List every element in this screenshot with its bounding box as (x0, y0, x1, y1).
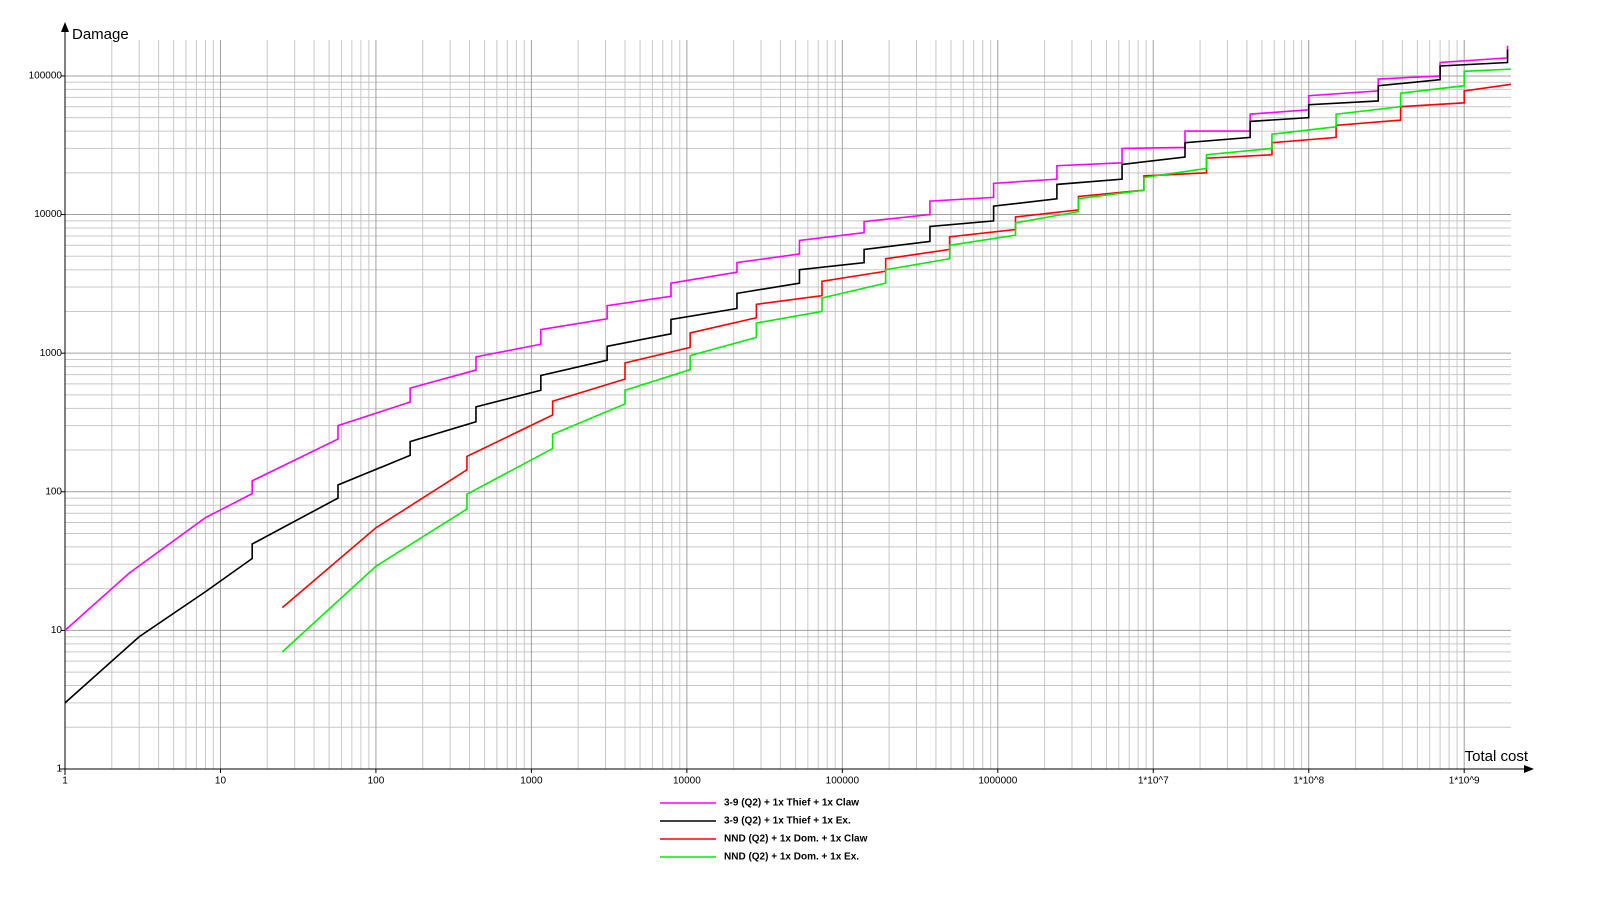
grid (64, 40, 1511, 770)
y-tick-label: 1 (56, 764, 62, 775)
series-line (64, 49, 1509, 704)
y-tick-label: 10000 (34, 209, 62, 220)
x-axis-title: Total cost (1465, 748, 1529, 765)
legend-label: NND (Q2) + 1x Dom. + 1x Claw (724, 834, 868, 845)
series-line (281, 68, 1512, 653)
x-tick-label: 1*10^8 (1293, 776, 1324, 787)
y-axis-arrow (61, 22, 69, 32)
x-tick-label: 1*10^7 (1138, 776, 1169, 787)
y-tick-label: 100000 (29, 71, 63, 82)
x-tick-label: 10 (215, 776, 227, 787)
y-tick-label: 100 (45, 486, 62, 497)
x-axis-arrow (1524, 765, 1534, 773)
legend-label: 3-9 (Q2) + 1x Thief + 1x Claw (724, 798, 859, 809)
y-axis-title: Damage (72, 26, 129, 43)
series-line (281, 83, 1512, 609)
x-tick-label: 1000000 (978, 776, 1017, 787)
x-tick-label: 100000 (826, 776, 860, 787)
legend-label: 3-9 (Q2) + 1x Thief + 1x Ex. (724, 816, 851, 827)
y-tick-label: 10 (51, 625, 63, 636)
legend-label: NND (Q2) + 1x Dom. + 1x Ex. (724, 852, 859, 863)
x-tick-label: 10000 (673, 776, 701, 787)
x-tick-label: 100 (368, 776, 385, 787)
x-tick-label: 1*10^9 (1449, 776, 1480, 787)
x-tick-label: 1 (62, 776, 68, 787)
x-tick-label: 1000 (520, 776, 543, 787)
y-tick-label: 1000 (40, 348, 63, 359)
